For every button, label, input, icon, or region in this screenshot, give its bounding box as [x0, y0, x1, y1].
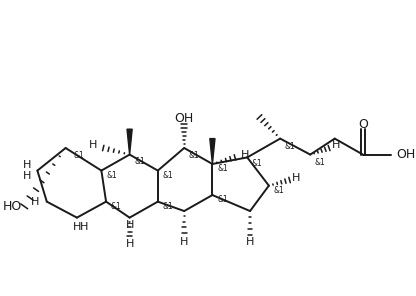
Text: H: H: [89, 140, 98, 150]
Text: &1: &1: [163, 171, 173, 180]
Text: H: H: [23, 171, 32, 181]
Text: &1: &1: [217, 195, 228, 204]
Text: OH: OH: [175, 112, 194, 125]
Polygon shape: [210, 139, 215, 164]
Text: H: H: [31, 197, 39, 207]
Text: &1: &1: [285, 141, 296, 151]
Text: H: H: [240, 149, 249, 160]
Text: H: H: [23, 160, 32, 170]
Text: H: H: [292, 173, 300, 183]
Text: &1: &1: [73, 151, 84, 160]
Text: H: H: [80, 222, 89, 232]
Text: &1: &1: [189, 151, 200, 160]
Text: H: H: [246, 237, 254, 247]
Text: HO: HO: [3, 200, 22, 213]
Text: H: H: [332, 140, 340, 150]
Text: &1: &1: [217, 164, 228, 173]
Polygon shape: [127, 129, 132, 155]
Text: H: H: [73, 222, 81, 232]
Text: &1: &1: [315, 157, 326, 167]
Text: OH: OH: [396, 148, 415, 161]
Text: &1: &1: [111, 202, 121, 211]
Text: &1: &1: [252, 159, 262, 168]
Text: &1: &1: [274, 186, 284, 195]
Text: &1: &1: [134, 157, 145, 166]
Text: &1: &1: [106, 171, 117, 180]
Text: &1: &1: [163, 202, 173, 211]
Text: H: H: [125, 220, 134, 230]
Text: O: O: [358, 118, 368, 131]
Text: H: H: [125, 239, 134, 249]
Text: H: H: [180, 237, 188, 247]
